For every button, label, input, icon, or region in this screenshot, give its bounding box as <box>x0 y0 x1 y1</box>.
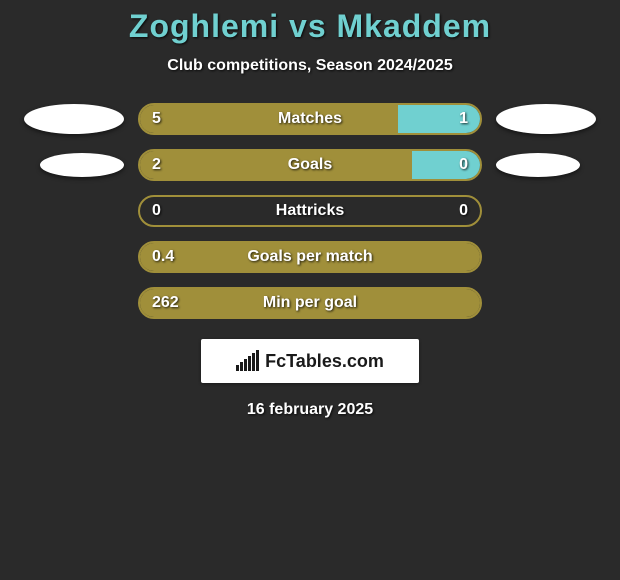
bar-left-fill <box>140 105 398 133</box>
stat-bar: 5 Matches 1 <box>138 103 482 135</box>
right-ellipse <box>496 104 596 134</box>
right-value: 0 <box>459 202 468 220</box>
stat-label: Matches <box>278 110 342 128</box>
stat-row: 2 Goals 0 <box>0 149 620 181</box>
left-value: 5 <box>152 110 161 128</box>
left-ellipse <box>40 153 124 177</box>
stat-row: 0.4 Goals per match <box>0 241 620 273</box>
bar-left-fill <box>140 151 412 179</box>
stat-bar: 262 Min per goal <box>138 287 482 319</box>
left-value: 0.4 <box>152 248 174 266</box>
stat-row: 0 Hattricks 0 <box>0 195 620 227</box>
icon-bar <box>252 353 255 371</box>
left-ellipse <box>24 104 124 134</box>
left-value: 0 <box>152 202 161 220</box>
subtitle: Club competitions, Season 2024/2025 <box>0 57 620 75</box>
left-value: 2 <box>152 156 161 174</box>
comparison-infographic: Zoghlemi vs Mkaddem Club competitions, S… <box>0 0 620 419</box>
stat-label: Goals per match <box>247 248 372 266</box>
right-value: 1 <box>459 110 468 128</box>
left-value: 262 <box>152 294 179 312</box>
right-ellipse <box>496 153 580 177</box>
stat-label: Hattricks <box>276 202 344 220</box>
stat-label: Min per goal <box>263 294 357 312</box>
icon-bar <box>236 365 239 371</box>
right-value: 0 <box>459 156 468 174</box>
stats-area: 5 Matches 1 2 Goals 0 0 Hattricks 0 0.4 Goals per … <box>0 103 620 319</box>
page-title: Zoghlemi vs Mkaddem <box>0 8 620 45</box>
stat-row: 262 Min per goal <box>0 287 620 319</box>
stat-row: 5 Matches 1 <box>0 103 620 135</box>
brand-bars-icon <box>236 351 259 371</box>
stat-bar: 0.4 Goals per match <box>138 241 482 273</box>
date-text: 16 february 2025 <box>0 401 620 419</box>
icon-bar <box>248 356 251 371</box>
icon-bar <box>240 362 243 371</box>
brand-badge: FcTables.com <box>201 339 419 383</box>
stat-bar: 2 Goals 0 <box>138 149 482 181</box>
icon-bar <box>256 350 259 371</box>
icon-bar <box>244 359 247 371</box>
stat-bar: 0 Hattricks 0 <box>138 195 482 227</box>
stat-label: Goals <box>288 156 332 174</box>
bar-right-fill <box>412 151 480 179</box>
brand-text: FcTables.com <box>265 351 384 372</box>
